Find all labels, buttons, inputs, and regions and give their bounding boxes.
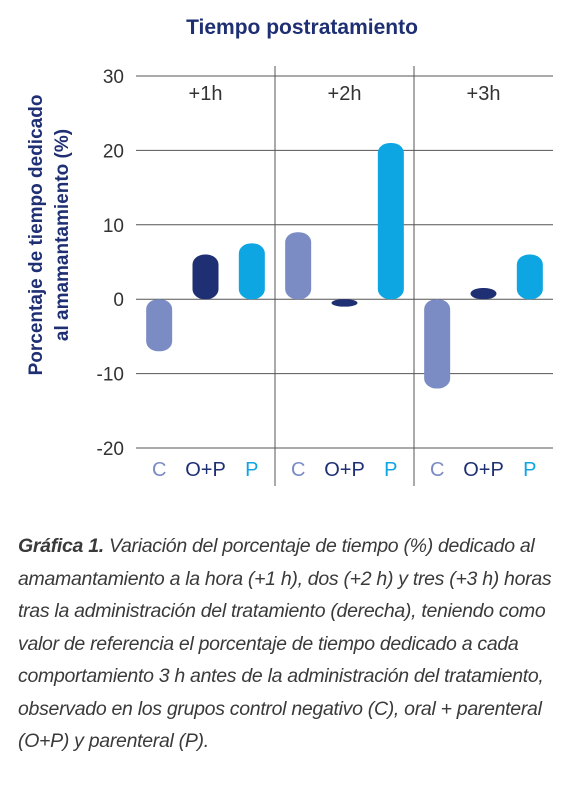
y-axis-label-line2: al amamantamiento (%)	[52, 129, 73, 341]
group-label: C	[291, 459, 305, 481]
group-label: P	[523, 459, 536, 481]
bar-OplusP-1h	[192, 254, 219, 300]
chart: Tiempo postratamiento Porcentaje de tiem…	[26, 16, 553, 486]
bar-C-2h	[285, 232, 312, 300]
figure-caption: Gráfica 1. Variación del porcentaje de t…	[18, 530, 566, 758]
panel-label: +2h	[328, 83, 362, 105]
group-label: P	[384, 459, 397, 481]
group-label: P	[245, 459, 258, 481]
y-tick-label: 30	[103, 67, 124, 88]
y-axis-label-line1: Porcentaje de tiempo dedicado	[26, 95, 47, 376]
group-label: C	[430, 459, 444, 481]
group-label: C	[152, 459, 166, 481]
caption-label: Gráfica 1.	[18, 535, 104, 557]
panel-label: +1h	[189, 83, 223, 105]
y-tick-label: 20	[103, 141, 124, 162]
bar-P-2h	[377, 142, 404, 300]
y-tick-label: -10	[97, 365, 124, 386]
panel-label: +3h	[467, 83, 501, 105]
bar-P-1h	[238, 243, 265, 300]
group-label: O+P	[185, 459, 226, 481]
bar-C-3h	[424, 299, 451, 389]
bar-OplusP-2h	[331, 299, 358, 307]
group-label: O+P	[463, 459, 504, 481]
y-tick-label: 0	[113, 290, 124, 311]
y-tick-label: -20	[97, 439, 124, 460]
bar-OplusP-3h	[470, 288, 497, 300]
bar-P-3h	[516, 254, 543, 300]
chart-title: Tiempo postratamiento	[186, 16, 418, 39]
y-tick-label: 10	[103, 216, 124, 237]
bar-C-1h	[146, 299, 173, 352]
caption-text: Variación del porcentaje de tiempo (%) d…	[18, 535, 552, 752]
group-label: O+P	[324, 459, 365, 481]
